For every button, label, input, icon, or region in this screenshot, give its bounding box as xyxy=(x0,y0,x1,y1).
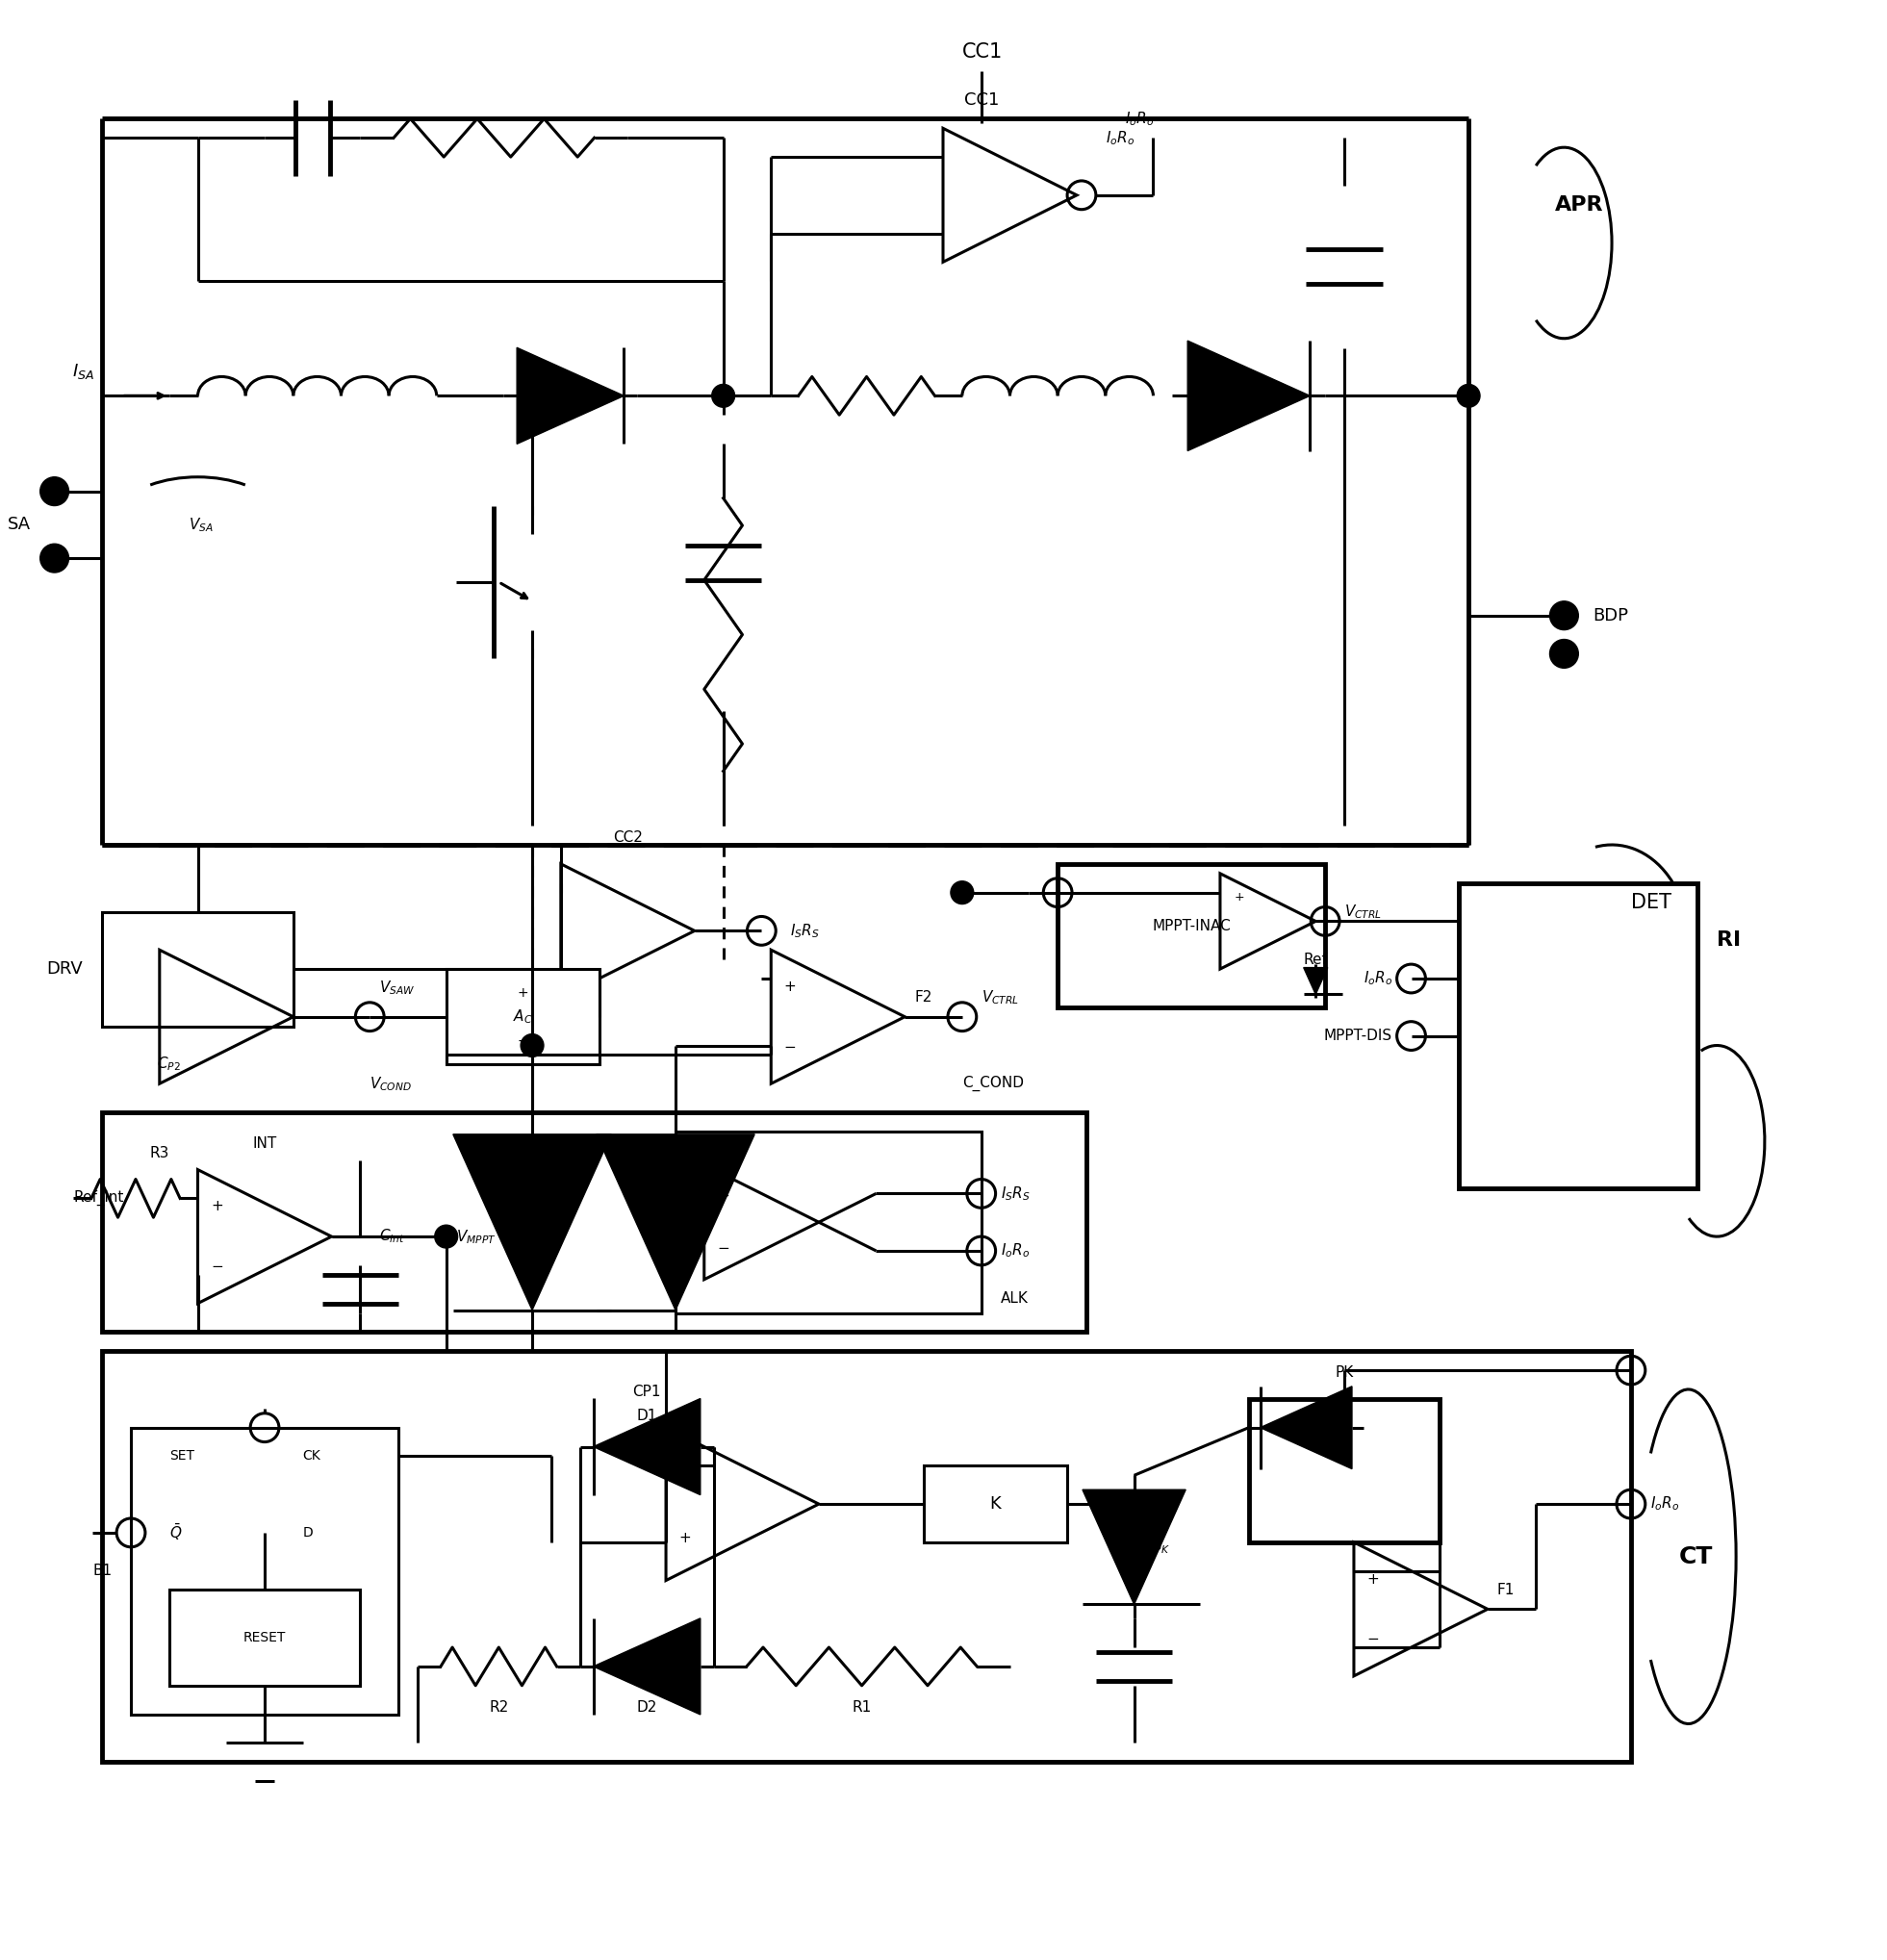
Circle shape xyxy=(951,882,974,904)
Polygon shape xyxy=(453,1135,611,1309)
Text: −: − xyxy=(517,1035,528,1047)
Text: −: − xyxy=(211,1260,223,1274)
Text: Ref: Ref xyxy=(1304,953,1328,966)
Text: +: + xyxy=(783,980,796,994)
Text: D3: D3 xyxy=(551,1186,572,1201)
Polygon shape xyxy=(1083,1490,1185,1605)
Text: $I_oR_o$: $I_oR_o$ xyxy=(1362,970,1393,988)
Text: $I_SR_S$: $I_SR_S$ xyxy=(1000,1184,1030,1203)
Polygon shape xyxy=(596,1135,755,1309)
Bar xyxy=(445,968,598,1064)
Text: RI: RI xyxy=(1717,931,1742,951)
Text: CP1: CP1 xyxy=(632,1384,660,1399)
Text: SA: SA xyxy=(8,515,30,533)
Text: −: − xyxy=(783,1039,796,1054)
Text: D2: D2 xyxy=(636,1699,657,1715)
Text: MPPT-INAC: MPPT-INAC xyxy=(1153,919,1230,933)
Text: ALK: ALK xyxy=(1000,1292,1028,1305)
Polygon shape xyxy=(1304,968,1328,994)
Text: D4: D4 xyxy=(694,1186,715,1201)
Text: APR: APR xyxy=(1555,196,1604,214)
Circle shape xyxy=(40,543,68,572)
Polygon shape xyxy=(593,1619,700,1715)
Text: R2: R2 xyxy=(489,1699,508,1715)
Text: $I_oR_o$: $I_oR_o$ xyxy=(1125,110,1153,127)
Polygon shape xyxy=(1187,341,1310,451)
Text: $I_{SA}$: $I_{SA}$ xyxy=(72,363,94,382)
Text: DRV: DRV xyxy=(47,960,83,978)
Bar xyxy=(925,1466,1068,1543)
Text: D1: D1 xyxy=(636,1409,657,1423)
Text: BDP: BDP xyxy=(1593,608,1628,623)
Text: F2: F2 xyxy=(915,990,932,1005)
Text: +: + xyxy=(1234,892,1244,904)
Bar xyxy=(1459,884,1698,1190)
Text: K: K xyxy=(991,1495,1002,1513)
Text: +: + xyxy=(679,1531,691,1546)
Text: $C_{P2}$: $C_{P2}$ xyxy=(157,1054,181,1072)
Text: $A_C$: $A_C$ xyxy=(513,1007,532,1025)
Text: CC1: CC1 xyxy=(962,43,1002,61)
Text: $I_oR_o$: $I_oR_o$ xyxy=(1649,1495,1679,1513)
Polygon shape xyxy=(517,347,625,443)
Circle shape xyxy=(434,1225,459,1249)
Text: CK: CK xyxy=(304,1450,321,1462)
Polygon shape xyxy=(1261,1386,1351,1468)
Text: +: + xyxy=(717,1190,730,1203)
Text: $I_SR_S$: $I_SR_S$ xyxy=(791,921,819,939)
Text: $\bar{Q}$: $\bar{Q}$ xyxy=(170,1523,181,1543)
Text: PK: PK xyxy=(1334,1366,1353,1380)
Text: $V_{CTRL}$: $V_{CTRL}$ xyxy=(1344,904,1381,921)
Text: −: − xyxy=(717,1241,730,1254)
Text: Ref_int: Ref_int xyxy=(74,1190,125,1205)
Text: $V_{SA}$: $V_{SA}$ xyxy=(189,515,213,533)
Text: $C_{int}$: $C_{int}$ xyxy=(379,1227,406,1245)
Text: −: − xyxy=(679,1462,691,1476)
Bar xyxy=(676,1131,981,1313)
Text: RESET: RESET xyxy=(243,1631,287,1644)
Bar xyxy=(170,1590,360,1686)
Circle shape xyxy=(521,1035,543,1056)
Text: CC2: CC2 xyxy=(613,831,643,845)
Bar xyxy=(130,1427,398,1715)
Text: INT: INT xyxy=(253,1137,277,1151)
Text: $V_{COND}$: $V_{COND}$ xyxy=(370,1074,411,1092)
Text: $I_oR_o$: $I_oR_o$ xyxy=(1106,129,1134,147)
Text: +: + xyxy=(211,1200,223,1213)
Bar xyxy=(1249,1399,1440,1543)
Text: B1: B1 xyxy=(92,1564,111,1578)
Text: $C_{PK}$: $C_{PK}$ xyxy=(1144,1539,1170,1556)
Text: $V_{CTRL}$: $V_{CTRL}$ xyxy=(981,988,1019,1007)
Text: R1: R1 xyxy=(853,1699,872,1715)
Circle shape xyxy=(40,476,68,506)
Bar xyxy=(102,1350,1630,1762)
Bar xyxy=(102,1113,1087,1333)
Circle shape xyxy=(1457,384,1479,408)
Bar xyxy=(1059,864,1325,1007)
Text: $I_oR_o$: $I_oR_o$ xyxy=(1000,1243,1028,1260)
Bar xyxy=(102,911,292,1027)
Text: C_COND: C_COND xyxy=(962,1076,1025,1092)
Circle shape xyxy=(711,384,734,408)
Text: $V_{MPPT}$: $V_{MPPT}$ xyxy=(457,1229,496,1247)
Text: CC1: CC1 xyxy=(964,92,998,110)
Text: F1: F1 xyxy=(1496,1584,1515,1597)
Text: R3: R3 xyxy=(149,1147,170,1160)
Circle shape xyxy=(1549,639,1578,668)
Text: DET: DET xyxy=(1630,892,1672,911)
Text: D: D xyxy=(304,1527,313,1539)
Circle shape xyxy=(1549,602,1578,629)
Text: +: + xyxy=(517,986,528,1000)
Text: +: + xyxy=(1366,1572,1379,1586)
Text: $V_{SAW}$: $V_{SAW}$ xyxy=(379,980,415,998)
Text: MPPT-DIS: MPPT-DIS xyxy=(1323,1029,1393,1043)
Text: SET: SET xyxy=(170,1450,194,1462)
Text: CT: CT xyxy=(1679,1544,1713,1568)
Polygon shape xyxy=(593,1399,700,1495)
Text: −: − xyxy=(1366,1633,1379,1646)
